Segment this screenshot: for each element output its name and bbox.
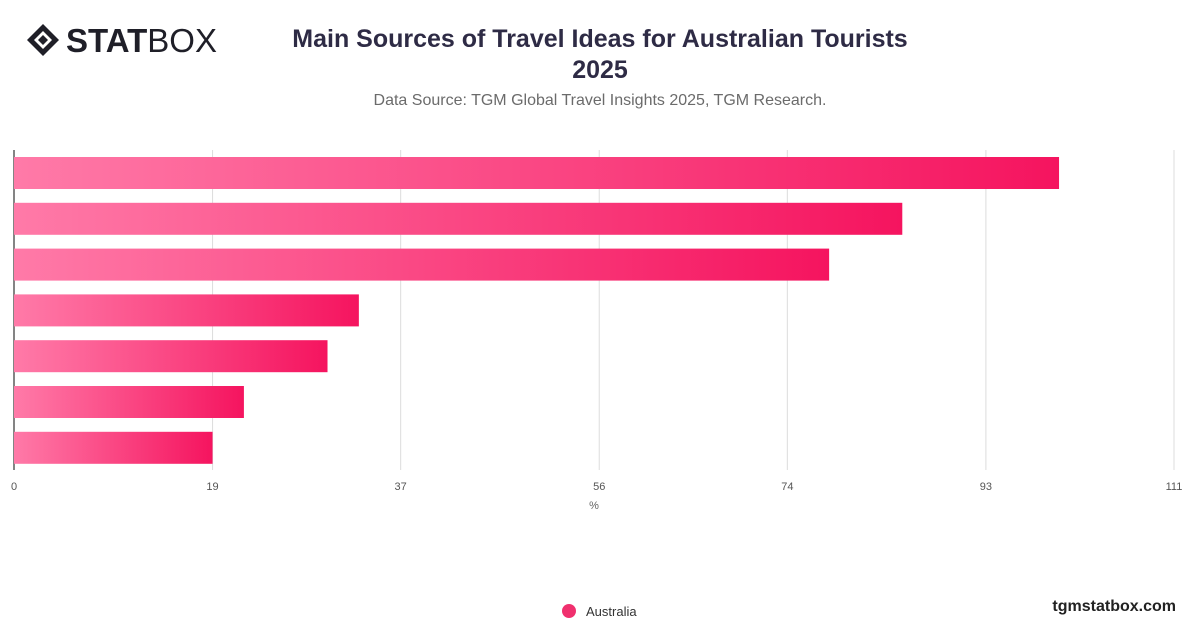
bars: [14, 157, 1060, 464]
legend[interactable]: Australia: [562, 603, 637, 619]
x-tick-label: 56: [593, 481, 605, 493]
logo-regular-text: BOX: [147, 21, 217, 59]
bar[interactable]: [14, 431, 213, 464]
x-tick-label: 74: [781, 481, 793, 493]
statbox-logo: STATBOX: [26, 22, 217, 58]
bar[interactable]: [14, 340, 328, 373]
chart-subtitle: Data Source: TGM Global Travel Insights …: [373, 92, 827, 109]
x-tick-label: 111: [1166, 481, 1183, 493]
x-tick-label: 37: [395, 481, 407, 493]
x-tick-label: 19: [206, 481, 218, 493]
logo-bold-text: STAT: [66, 21, 148, 59]
legend-label: Australia: [586, 603, 637, 619]
logo-wordmark: STATBOX: [66, 24, 217, 57]
bar[interactable]: [14, 248, 830, 281]
bar[interactable]: [14, 294, 359, 327]
x-tick-label: 0: [11, 481, 17, 493]
bar[interactable]: [14, 202, 903, 235]
statbox-diamond-icon: [27, 24, 59, 56]
watermark: tgmstatbox.com: [1052, 598, 1176, 615]
bar[interactable]: [14, 386, 244, 418]
legend-marker-icon: [562, 604, 576, 618]
chart-title-line1: Main Sources of Travel Ideas for Austral…: [292, 25, 908, 53]
chart-title: Main Sources of Travel Ideas for Austral…: [250, 24, 950, 86]
bar[interactable]: [14, 157, 1060, 189]
x-axis-ticks: 0 19 37 56 74 93 111: [11, 481, 1182, 493]
x-axis-title: %: [589, 500, 599, 512]
x-tick-label: 93: [980, 481, 992, 493]
chart-title-line2: 2025: [572, 56, 628, 84]
